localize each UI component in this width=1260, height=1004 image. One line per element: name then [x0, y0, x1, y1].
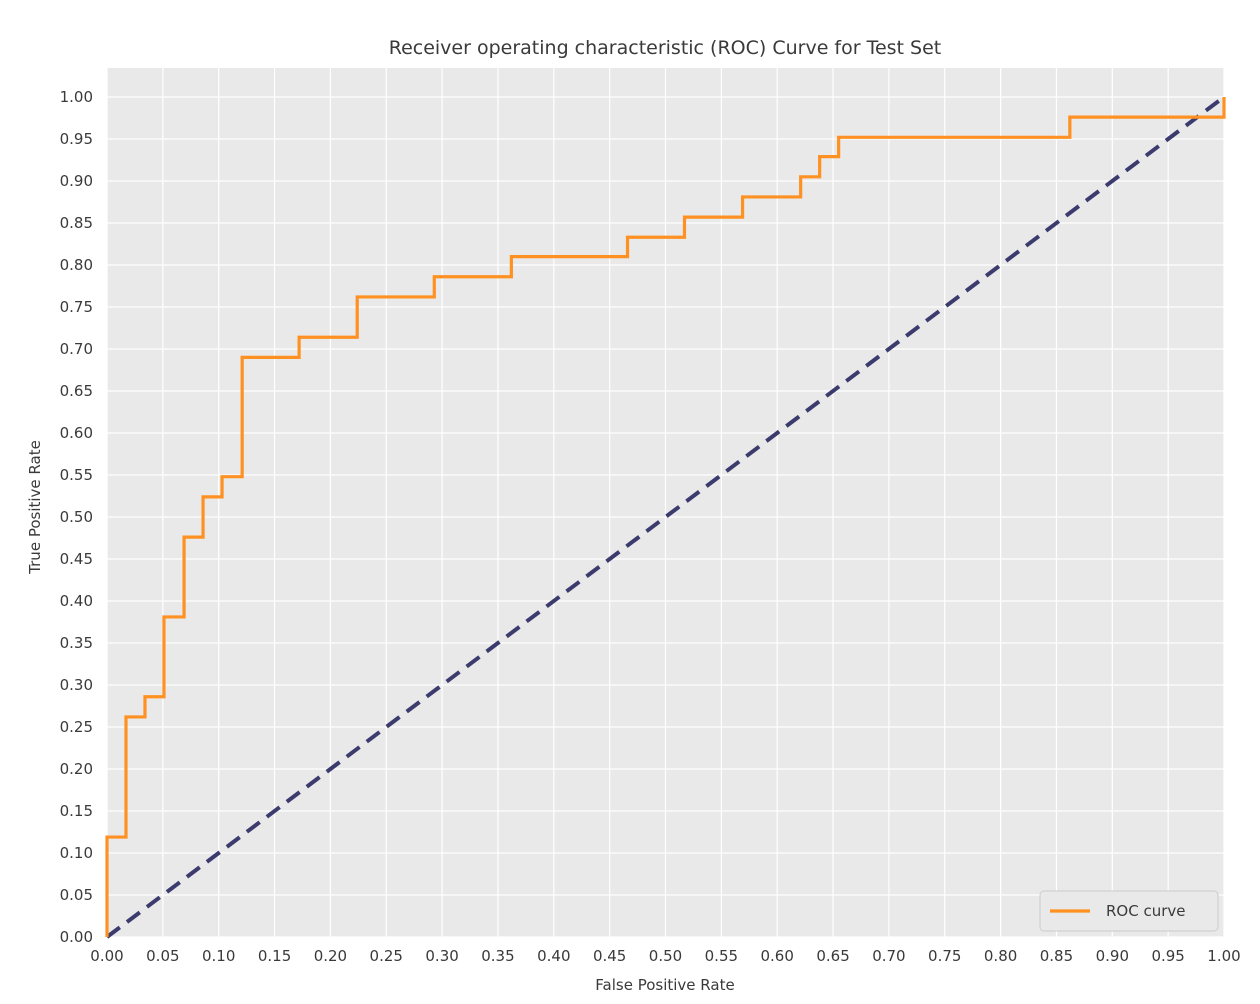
x-tick-label: 0.05	[146, 947, 179, 965]
x-tick-label: 0.80	[984, 947, 1017, 965]
chart-title: Receiver operating characteristic (ROC) …	[389, 37, 942, 59]
x-tick-label: 1.00	[1207, 947, 1240, 965]
x-tick-label: 0.10	[202, 947, 235, 965]
legend: ROC curve	[1039, 890, 1219, 932]
y-tick-label: 0.95	[60, 130, 93, 148]
y-tick-label: 0.85	[60, 214, 93, 232]
y-tick-label: 0.90	[60, 172, 93, 190]
x-tick-label: 0.50	[649, 947, 682, 965]
grid	[106, 68, 1225, 938]
roc-curve-line	[105, 97, 1226, 937]
y-tick-label: 0.20	[60, 760, 93, 778]
x-tick-label: 0.15	[258, 947, 291, 965]
legend-box	[1039, 890, 1219, 932]
x-tick-label: 0.70	[872, 947, 905, 965]
x-tick-label: 0.35	[481, 947, 514, 965]
x-tick-label: 0.30	[425, 947, 458, 965]
x-tick-label: 0.55	[705, 947, 738, 965]
y-tick-label: 0.60	[60, 424, 93, 442]
x-tick-label: 0.20	[314, 947, 347, 965]
y-tick-label: 0.30	[60, 676, 93, 694]
x-tick-label: 0.00	[90, 947, 123, 965]
series-layer	[105, 95, 1226, 939]
x-tick-label: 0.45	[593, 947, 626, 965]
x-tick-label: 0.95	[1151, 947, 1184, 965]
y-tick-label: 0.50	[60, 508, 93, 526]
y-tick-label: 0.70	[60, 340, 93, 358]
x-tick-labels: 0.00 0.05 0.10 0.15 0.20 0.25 0.30 0.35 0.40 0.45…	[90, 947, 1240, 965]
y-tick-labels: 0.00 0.05 0.10 0.15 0.20 0.25 0.30 0.35 0.40 0.45…	[60, 88, 93, 946]
x-tick-label: 0.65	[816, 947, 849, 965]
y-tick-label: 0.35	[60, 634, 93, 652]
y-tick-label: 0.10	[60, 844, 93, 862]
x-tick-label: 0.60	[760, 947, 793, 965]
x-tick-label: 0.25	[370, 947, 403, 965]
y-tick-label: 0.80	[60, 256, 93, 274]
y-tick-label: 0.25	[60, 718, 93, 736]
x-axis-label: False Positive Rate	[595, 976, 734, 994]
y-tick-label: 0.05	[60, 886, 93, 904]
chance-diagonal-line	[105, 95, 1226, 939]
x-tick-label: 0.75	[928, 947, 961, 965]
x-tick-label: 0.40	[537, 947, 570, 965]
legend-label: ROC curve	[1106, 902, 1186, 920]
y-tick-label: 1.00	[60, 88, 93, 106]
x-tick-label: 0.90	[1096, 947, 1129, 965]
y-tick-label: 0.75	[60, 298, 93, 316]
y-tick-label: 0.55	[60, 466, 93, 484]
y-tick-label: 0.40	[60, 592, 93, 610]
x-tick-label: 0.85	[1040, 947, 1073, 965]
y-tick-label: 0.45	[60, 550, 93, 568]
y-tick-label: 0.00	[60, 928, 93, 946]
y-axis-label: True Positive Rate	[26, 440, 44, 575]
y-tick-label: 0.65	[60, 382, 93, 400]
y-tick-label: 0.15	[60, 802, 93, 820]
